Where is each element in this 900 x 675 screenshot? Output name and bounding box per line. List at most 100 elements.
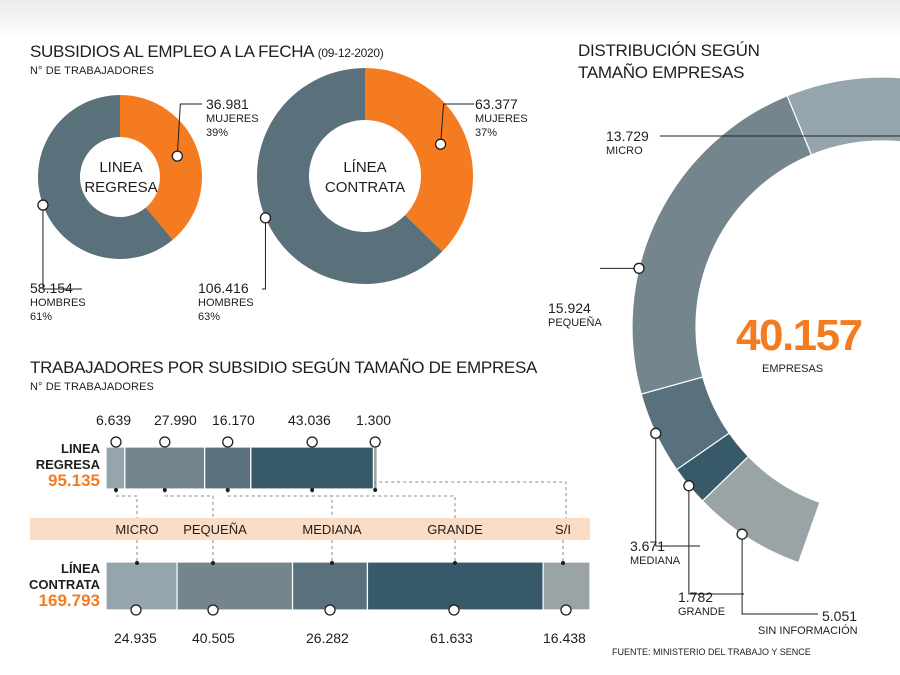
donut1-slice-women: [120, 95, 202, 240]
category-band: [30, 518, 590, 540]
bar1-value-si: 1.300: [356, 412, 392, 428]
bars-subtitle: N° DE TRABAJADORES: [30, 381, 154, 393]
companies-grande-label: 1.782 GRANDE: [678, 589, 725, 619]
donut2-men-leader: [262, 217, 266, 290]
donuts-title-date: (09-12-2020): [317, 46, 384, 60]
bar2-segment-micro: [105, 561, 178, 611]
bar2-top-dot-grande: [453, 561, 457, 565]
bar2-bottom-dot-mediana: [324, 604, 336, 616]
bar1-link-pequena: [164, 490, 214, 518]
companies-si-dot: [736, 528, 748, 540]
bar1-bottom-dot-grande: [310, 488, 315, 492]
donut1-men-name: HOMBRES: [30, 297, 86, 309]
companies-si-value: 5.051: [822, 608, 858, 624]
bar1-bottom-dot-pequena: [162, 488, 167, 492]
donut1-center-line2: REGRESA: [84, 179, 158, 196]
companies-pequena-name: PEQUEÑA: [548, 317, 602, 329]
companies-pequena-dot: [633, 262, 645, 274]
bar1-bottom-dot-si: [373, 488, 378, 492]
category-si: S/I: [555, 522, 571, 537]
donut1-men-label: 58.154 HOMBRES 61%: [30, 280, 86, 324]
companies-mediana-dot: [650, 427, 662, 439]
bar1-value-micro: 6.639: [96, 412, 132, 428]
bar2-bottom-dot-si: [560, 604, 572, 616]
companies-si-leader: [741, 534, 818, 615]
donut2-women-dot: [434, 138, 447, 150]
bar2-total: 169.793: [38, 591, 100, 610]
bar1-link-si: [374, 481, 567, 518]
bar2-value-micro: 24.935: [114, 630, 157, 646]
companies-title-line2: TAMAÑO EMPRESAS: [578, 63, 745, 82]
bar1-segment-mediana: [204, 446, 252, 490]
donuts-title: SUBSIDIOS AL EMPLEO A LA FECHA (09-12-20…: [30, 42, 384, 62]
bar2-bottom-dot-grande: [448, 604, 460, 616]
donuts-title-text: SUBSIDIOS AL EMPLEO A LA FECHA: [30, 42, 314, 61]
bar2-top-dot-mediana: [330, 561, 334, 565]
bar1-value-mediana: 16.170: [212, 412, 255, 428]
bar2-bottom-dot-pequena: [207, 604, 219, 616]
donut1-men-dot: [37, 199, 49, 211]
companies-si-name: SIN INFORMACIÓN: [758, 625, 858, 637]
donut2-women-leader: [440, 103, 474, 145]
bar1-segment-micro: [105, 446, 126, 490]
bar1-segment-grande: [250, 446, 375, 490]
bar2-segment-si: [542, 561, 591, 611]
bar2-top-dot-pequena: [211, 561, 215, 565]
donut1-men-value: 58.154: [30, 280, 73, 296]
donut1-women-label: 36.981 MUJERES 39%: [206, 96, 259, 140]
donut1-men-pct: 61%: [30, 311, 53, 323]
companies-total: 40.157: [736, 311, 863, 360]
bar2-value-mediana: 26.282: [306, 630, 349, 646]
donut2-center-label: LÍNEA CONTRATA: [310, 158, 420, 198]
bar2-value-si: 16.438: [543, 630, 586, 646]
donut1-center-label: LINEA REGRESA: [80, 158, 162, 198]
companies-grande-value: 1.782: [678, 589, 714, 605]
category-micro: MICRO: [115, 522, 159, 537]
companies-micro-leader: [660, 135, 900, 137]
bar1-top-dot-si: [369, 436, 381, 448]
donut2-men-label: 106.416 HOMBRES 63%: [198, 280, 254, 324]
bar2-name-line1: LÍNEA: [61, 561, 100, 576]
donut1-women-value: 36.981: [206, 96, 249, 112]
donut2-women-value: 63.377: [475, 96, 518, 112]
bar2-segment-mediana: [291, 561, 369, 611]
bar2-top-dot-micro: [135, 561, 139, 565]
bar1-name-line2: REGRESA: [35, 457, 100, 472]
companies-micro-name: MICRO: [606, 145, 643, 157]
category-pequena: PEQUEÑA: [183, 522, 247, 537]
donut1-men-leader: [42, 205, 82, 290]
donut2-men-value: 106.416: [198, 280, 249, 296]
donut1-slice-men: [37, 94, 173, 259]
bar2-segment-grande: [366, 561, 544, 611]
bar2-name-line2: CONTRATA: [28, 577, 100, 592]
source-note: FUENTE: MINISTERIO DEL TRABAJO Y SENCE: [612, 647, 811, 657]
bar1-link-micro: [115, 490, 138, 518]
bar2-row-label: LÍNEA CONTRATA 169.793: [20, 561, 100, 609]
donuts-subtitle: N° DE TRABAJADORES: [30, 65, 154, 77]
bar1-value-grande: 43.036: [288, 412, 331, 428]
bar2-value-grande: 61.633: [430, 630, 473, 646]
donut1-women-leader: [176, 103, 202, 157]
bar1-bottom-dot-mediana: [225, 488, 230, 492]
donut2-women-label: 63.377 MUJERES 37%: [475, 96, 528, 140]
companies-pequena-label: 15.924 PEQUEÑA: [548, 300, 602, 330]
bar2-value-pequena: 40.505: [192, 630, 235, 646]
companies-mediana-name: MEDIANA: [630, 555, 681, 567]
donut2-men-name: HOMBRES: [198, 297, 254, 309]
category-grande: GRANDE: [427, 522, 483, 537]
companies-slice-micro: [786, 76, 900, 156]
bar1-bottom-dot-micro: [114, 488, 118, 492]
bars-title: TRABAJADORES POR SUBSIDIO SEGÚN TAMAÑO D…: [30, 358, 538, 377]
companies-micro-value: 13.729: [606, 128, 649, 144]
companies-mediana-label: 3.671 MEDIANA: [630, 538, 680, 568]
bar1-top-dot-mediana: [222, 436, 234, 448]
donut1-women-pct: 39%: [206, 127, 229, 139]
bar1-total: 95.135: [48, 471, 100, 490]
companies-mediana-leader: [655, 433, 700, 547]
bar1-top-dot-pequena: [159, 436, 171, 448]
bar1-row-label: LINEA REGRESA 95.135: [30, 441, 100, 489]
companies-si-label: 5.051 SIN INFORMACIÓN: [758, 608, 858, 638]
donut1-women-dot: [171, 150, 183, 162]
donut1-center-line1: LINEA: [99, 159, 143, 176]
